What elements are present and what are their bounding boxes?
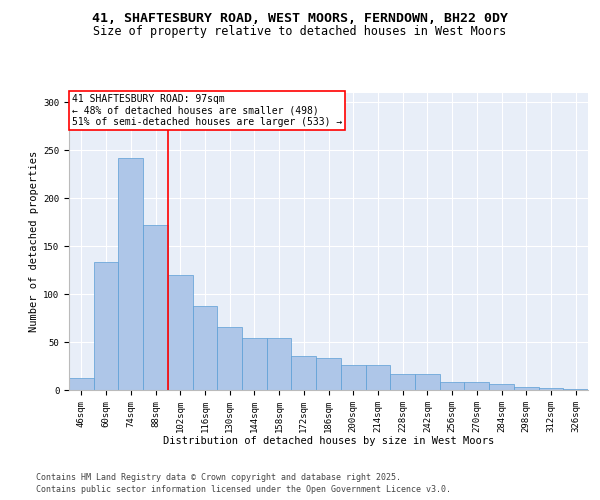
Y-axis label: Number of detached properties: Number of detached properties: [29, 150, 39, 332]
Bar: [193, 306, 217, 390]
Text: Size of property relative to detached houses in West Moors: Size of property relative to detached ho…: [94, 25, 506, 38]
Bar: [415, 374, 440, 390]
Text: 41 SHAFTESBURY ROAD: 97sqm
← 48% of detached houses are smaller (498)
51% of sem: 41 SHAFTESBURY ROAD: 97sqm ← 48% of deta…: [71, 94, 342, 127]
Bar: [94, 262, 118, 390]
Text: 41, SHAFTESBURY ROAD, WEST MOORS, FERNDOWN, BH22 0DY: 41, SHAFTESBURY ROAD, WEST MOORS, FERNDO…: [92, 12, 508, 26]
Bar: [267, 338, 292, 390]
Bar: [242, 338, 267, 390]
Bar: [292, 356, 316, 390]
Bar: [143, 225, 168, 390]
Bar: [217, 326, 242, 390]
Bar: [563, 389, 588, 390]
Text: Contains public sector information licensed under the Open Government Licence v3: Contains public sector information licen…: [36, 485, 451, 494]
Bar: [69, 378, 94, 390]
Bar: [539, 388, 563, 390]
Bar: [316, 358, 341, 390]
Bar: [168, 275, 193, 390]
Bar: [390, 374, 415, 390]
Bar: [440, 382, 464, 390]
Bar: [118, 158, 143, 390]
Bar: [514, 387, 539, 390]
Text: Contains HM Land Registry data © Crown copyright and database right 2025.: Contains HM Land Registry data © Crown c…: [36, 472, 401, 482]
Bar: [341, 365, 365, 390]
Bar: [464, 382, 489, 390]
Bar: [489, 384, 514, 390]
Bar: [365, 365, 390, 390]
X-axis label: Distribution of detached houses by size in West Moors: Distribution of detached houses by size …: [163, 436, 494, 446]
